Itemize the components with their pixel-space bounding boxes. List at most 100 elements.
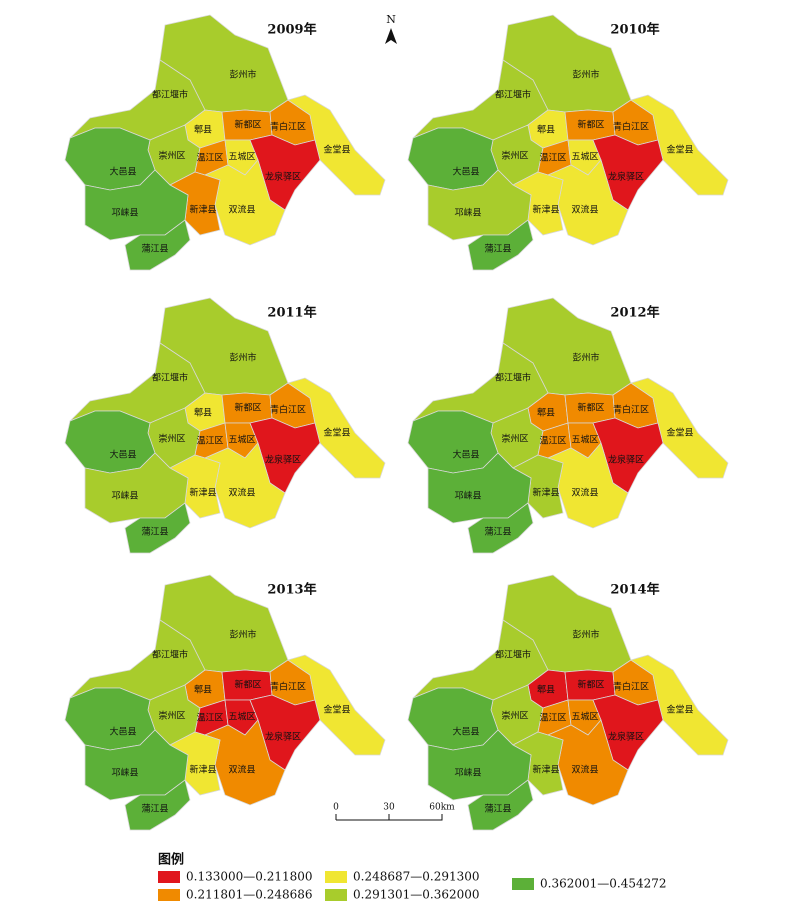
region	[630, 377, 729, 479]
region	[467, 779, 534, 831]
region	[64, 687, 156, 751]
district-label: 郫县	[537, 684, 555, 696]
legend-label: 0.211801—0.248686	[186, 888, 313, 902]
district-label: 蒲江县	[141, 243, 168, 255]
district-label: 蒲江县	[484, 526, 511, 538]
district-label: 新都区	[234, 402, 261, 414]
region	[407, 410, 499, 474]
district-label: 青白江区	[270, 121, 306, 133]
region	[84, 729, 189, 801]
district-label: 崇州区	[158, 434, 185, 445]
district-label: 温江区	[539, 436, 566, 447]
district-label: 温江区	[539, 153, 566, 164]
north-arrow-icon	[385, 28, 397, 44]
district-label: 彭州市	[229, 629, 256, 641]
scale-label: 30	[383, 803, 395, 813]
district-label: 温江区	[196, 436, 223, 447]
scale-label: 60km	[429, 803, 455, 813]
district-label: 五城区	[571, 435, 598, 446]
district-label: 邛崃县	[111, 490, 138, 502]
district-label: 郫县	[194, 684, 212, 696]
panel-title: 2011年	[267, 305, 316, 321]
district-label: 崇州区	[501, 434, 528, 445]
legend-label: 0.133000—0.211800	[186, 870, 313, 884]
legend-label: 0.362001—0.454272	[540, 877, 667, 891]
district-label: 新都区	[577, 402, 604, 414]
district-label: 崇州区	[158, 711, 185, 722]
region	[84, 452, 189, 524]
district-label: 彭州市	[572, 69, 599, 81]
district-label: 崇州区	[501, 151, 528, 162]
district-label: 金堂县	[323, 704, 350, 716]
district-label: 蒲江县	[141, 526, 168, 538]
district-label: 都江堰市	[495, 89, 531, 101]
region	[124, 779, 191, 831]
district-label: 都江堰市	[152, 372, 188, 384]
district-label: 彭州市	[572, 352, 599, 364]
region	[427, 729, 532, 801]
district-label: 双流县	[228, 487, 255, 499]
district-label: 彭州市	[229, 69, 256, 81]
legend-title: 图例	[158, 852, 184, 868]
district-label: 五城区	[228, 712, 255, 723]
region	[467, 219, 534, 271]
legend-swatch	[158, 871, 180, 883]
district-label: 邛崃县	[454, 207, 481, 219]
region	[427, 169, 532, 241]
district-label: 新津县	[532, 764, 559, 776]
district-label: 新津县	[189, 204, 216, 216]
district-label: 都江堰市	[495, 372, 531, 384]
district-label: 双流县	[571, 204, 598, 216]
scale-bar: 0 30 60km	[333, 803, 455, 821]
scale-label: 0	[333, 803, 339, 813]
district-label: 五城区	[571, 152, 598, 163]
district-label: 金堂县	[323, 427, 350, 439]
region	[427, 452, 532, 524]
district-label: 龙泉驿区	[608, 731, 644, 743]
district-label: 蒲江县	[484, 243, 511, 255]
district-label: 邛崃县	[111, 207, 138, 219]
panel-title: 2013年	[267, 582, 316, 598]
district-label: 都江堰市	[152, 649, 188, 661]
north-label: N	[386, 13, 396, 26]
district-label: 大邑县	[452, 166, 479, 178]
district-label: 大邑县	[109, 726, 136, 738]
district-label: 金堂县	[666, 144, 693, 156]
district-label: 金堂县	[323, 144, 350, 156]
region	[287, 377, 386, 479]
district-label: 温江区	[196, 713, 223, 724]
district-label: 温江区	[539, 713, 566, 724]
region	[124, 219, 191, 271]
legend-swatch	[158, 889, 180, 901]
district-label: 五城区	[571, 712, 598, 723]
district-label: 双流县	[228, 204, 255, 216]
district-label: 五城区	[228, 152, 255, 163]
panel-title: 2010年	[610, 22, 659, 38]
district-label: 双流县	[228, 764, 255, 776]
district-label: 大邑县	[109, 166, 136, 178]
district-label: 新津县	[532, 204, 559, 216]
district-label: 龙泉驿区	[608, 454, 644, 466]
district-label: 新都区	[234, 119, 261, 131]
district-label: 龙泉驿区	[608, 171, 644, 183]
district-label: 崇州区	[158, 151, 185, 162]
district-label: 彭州市	[572, 629, 599, 641]
region	[630, 654, 729, 756]
region	[287, 94, 386, 196]
district-label: 大邑县	[452, 726, 479, 738]
district-label: 蒲江县	[484, 803, 511, 815]
district-label: 郫县	[194, 407, 212, 419]
region	[124, 502, 191, 554]
region	[630, 94, 729, 196]
district-label: 金堂县	[666, 427, 693, 439]
region	[84, 169, 189, 241]
region	[287, 654, 386, 756]
district-label: 龙泉驿区	[265, 731, 301, 743]
district-label: 都江堰市	[152, 89, 188, 101]
district-label: 新津县	[189, 764, 216, 776]
